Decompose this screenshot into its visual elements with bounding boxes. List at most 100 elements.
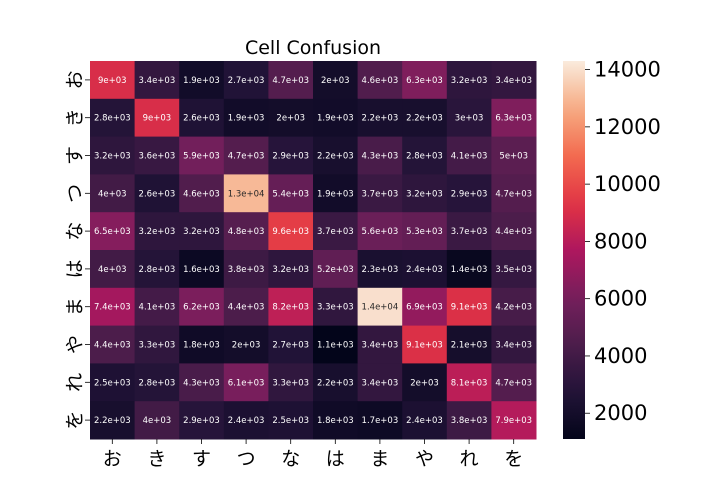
heatmap-cell-label: 4e+03 <box>143 416 172 426</box>
heatmap-cell-label: 3.4e+03 <box>362 378 399 388</box>
heatmap-cell-label: 3.7e+03 <box>451 227 488 237</box>
heatmap-cell-label: 2.6e+03 <box>183 114 220 124</box>
heatmap-cell-label: 2.2e+03 <box>362 114 399 124</box>
heatmap-cell-label: 2.8e+03 <box>94 114 131 124</box>
heatmap-cell <box>402 287 448 327</box>
heatmap-cell <box>223 98 269 138</box>
heatmap-cell <box>223 136 269 175</box>
colorbar <box>563 61 585 439</box>
heatmap-cell <box>223 363 269 402</box>
heatmap-cell-label: 1.8e+03 <box>183 341 220 351</box>
heatmap-cell-label: 2.4e+03 <box>406 265 443 275</box>
heatmap-cell <box>313 98 359 138</box>
heatmap-cell-label: 2.8e+03 <box>139 378 176 388</box>
heatmap-cell <box>402 98 448 138</box>
heatmap-cell-label: 4.3e+03 <box>183 378 220 388</box>
heatmap-cell-label: 7.4e+03 <box>94 303 131 313</box>
heatmap-cell-label: 3.4e+03 <box>495 341 532 351</box>
heatmap-cell <box>223 174 269 213</box>
heatmap-cell <box>357 363 403 402</box>
heatmap-cell-label: 2.1e+03 <box>451 341 488 351</box>
heatmap-cell-label: 1.4e+03 <box>451 265 488 275</box>
heatmap-cell-label: 4.2e+03 <box>495 303 532 313</box>
heatmap-cell-label: 1.9e+03 <box>317 189 354 199</box>
heatmap-cell-label: 9.1e+03 <box>406 341 443 351</box>
x-tick-label: な <box>281 448 300 470</box>
heatmap-cell-label: 3.7e+03 <box>362 189 399 199</box>
heatmap-cell-label: 2.7e+03 <box>228 76 265 86</box>
heatmap-cell-label: 6.5e+03 <box>94 227 131 237</box>
heatmap-cell-label: 1.9e+03 <box>183 76 220 86</box>
heatmap-cell-label: 2e+03 <box>321 76 350 86</box>
heatmap-cell <box>313 212 359 251</box>
heatmap-cell <box>491 174 537 213</box>
heatmap-cell-label: 4e+03 <box>98 189 127 199</box>
heatmap-cell <box>357 401 403 440</box>
y-tick-label: き <box>64 108 86 127</box>
y-tick-label: す <box>64 146 86 165</box>
heatmap-cell-label: 4.6e+03 <box>362 76 399 86</box>
x-tick-label: き <box>147 448 166 470</box>
y-tick-label: れ <box>64 373 86 392</box>
x-axis-ticks: おきすつなはまやれを <box>103 439 523 470</box>
heatmap-cell <box>134 212 180 251</box>
heatmap-cell <box>179 401 225 440</box>
heatmap-cell-label: 2.9e+03 <box>451 189 488 199</box>
heatmap-cell <box>491 136 537 175</box>
y-tick-label: ま <box>64 297 86 316</box>
heatmap-cell <box>313 287 359 327</box>
heatmap-cell <box>313 174 359 213</box>
heatmap-cell <box>90 287 136 327</box>
colorbar-tick-label: 10000 <box>594 172 661 196</box>
heatmap-cell-label: 4.3e+03 <box>362 152 399 162</box>
heatmap-cell-label: 5.3e+03 <box>406 227 443 237</box>
heatmap-cell-label: 2.4e+03 <box>228 416 265 426</box>
heatmap-cell-label: 3.6e+03 <box>139 152 176 162</box>
heatmap-cell <box>268 136 314 175</box>
heatmap-cell-label: 6.1e+03 <box>228 378 265 388</box>
heatmap-cell <box>357 61 403 100</box>
heatmap-cell <box>268 61 314 100</box>
heatmap-cell <box>491 287 537 327</box>
heatmap-cell <box>223 250 269 289</box>
x-tick-label: つ <box>237 448 256 470</box>
heatmap-cell-label: 4e+03 <box>98 265 127 275</box>
heatmap-cell-label: 4.4e+03 <box>495 227 532 237</box>
x-tick-label: す <box>192 448 211 470</box>
y-tick-label: は <box>64 259 86 278</box>
heatmap-cell <box>268 363 314 402</box>
heatmap-cell <box>491 212 537 251</box>
heatmap-cell-label: 9e+03 <box>143 114 172 124</box>
heatmap-cell-label: 1.3e+04 <box>228 189 265 199</box>
heatmap-cell-label: 4.7e+03 <box>228 152 265 162</box>
heatmap-cell <box>446 287 492 327</box>
heatmap-cell-label: 4.1e+03 <box>139 303 176 313</box>
heatmap-cell-label: 8.2e+03 <box>272 303 309 313</box>
heatmap-cell <box>179 287 225 327</box>
y-tick-label: を <box>64 411 86 430</box>
heatmap-cell-label: 2.8e+03 <box>406 152 443 162</box>
heatmap-cell <box>357 136 403 175</box>
x-tick-label: ま <box>370 448 389 470</box>
chart-title: Cell Confusion <box>245 37 381 59</box>
colorbar-tick-label: 12000 <box>594 115 661 139</box>
heatmap-cell-label: 3.2e+03 <box>183 227 220 237</box>
heatmap-cell-label: 8.1e+03 <box>451 378 488 388</box>
heatmap-cell <box>134 174 180 213</box>
colorbar-tick-label: 6000 <box>594 287 647 311</box>
heatmap-cell <box>446 61 492 100</box>
heatmap-cell <box>90 325 136 364</box>
x-tick-label: は <box>326 448 345 470</box>
heatmap-cell-label: 3.3e+03 <box>272 378 309 388</box>
heatmap-cell <box>134 325 180 364</box>
heatmap-cell-label: 3.2e+03 <box>139 227 176 237</box>
heatmap-cell <box>90 363 136 402</box>
heatmap-cell-label: 1.6e+03 <box>183 265 220 275</box>
heatmap-cell <box>179 174 225 213</box>
heatmap-cell-label: 3.2e+03 <box>451 76 488 86</box>
heatmap-cell <box>134 98 180 138</box>
heatmap-cell-label: 3.4e+03 <box>495 76 532 86</box>
heatmap-cell <box>268 287 314 327</box>
heatmap-cell <box>402 325 448 364</box>
